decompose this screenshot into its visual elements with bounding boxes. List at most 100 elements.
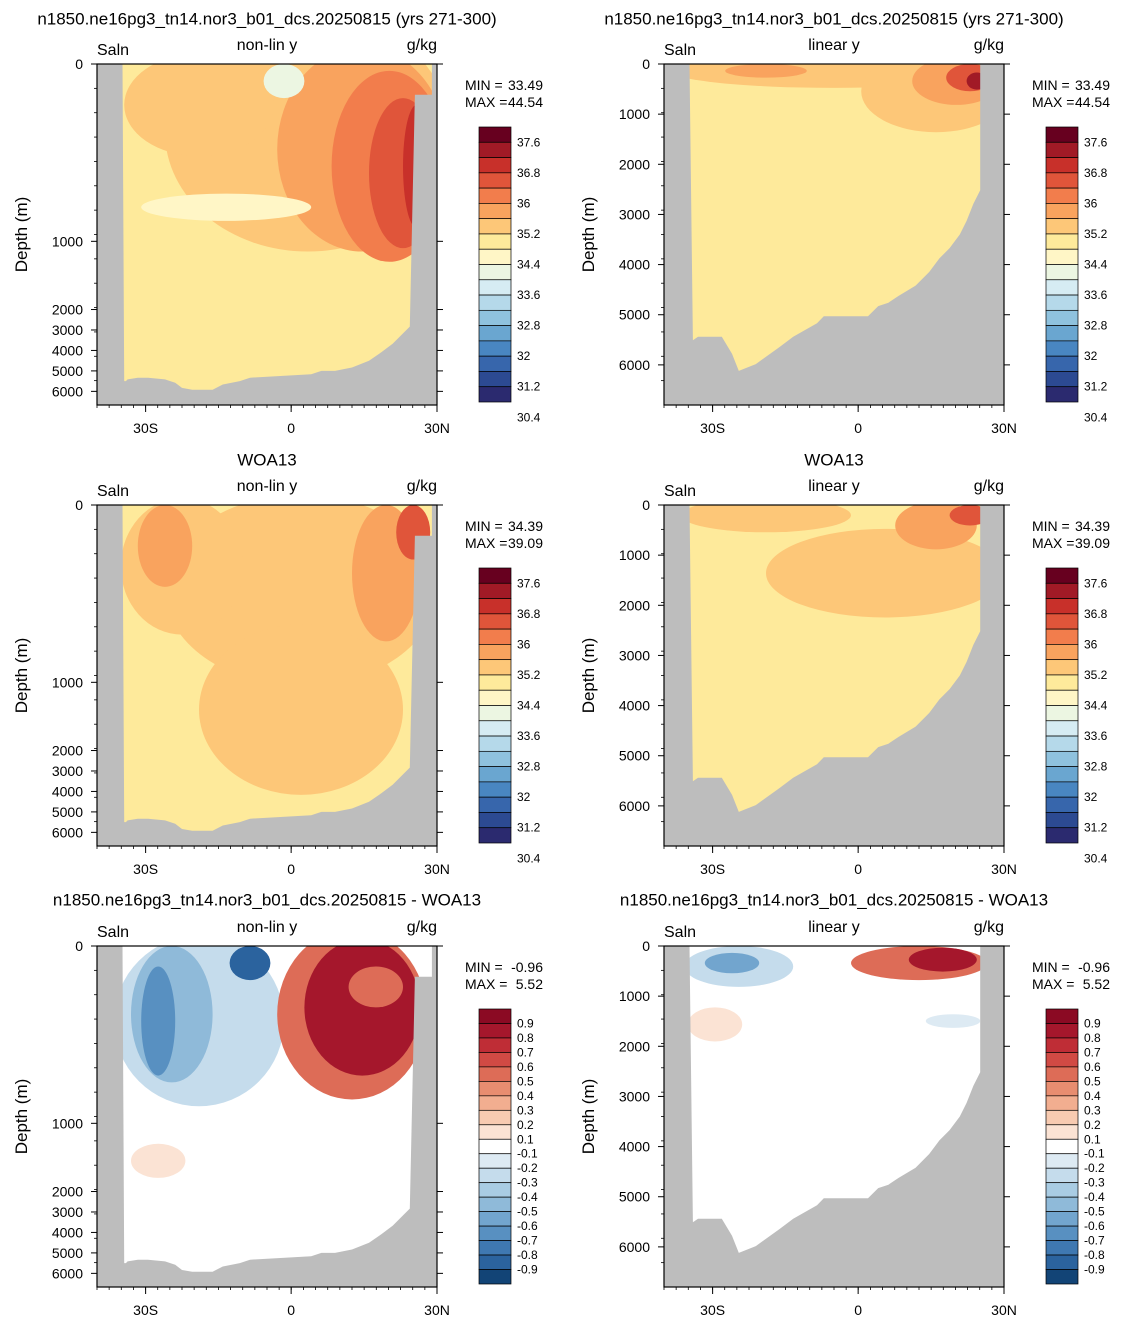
y-scale-label: linear y <box>808 478 860 495</box>
chart-title: n1850.ne16pg3_tn14.nor3_b01_dcs.20250815… <box>604 9 1063 28</box>
colorbar-swatch <box>1045 141 1079 158</box>
y-tick-label: 1000 <box>619 547 650 563</box>
colorbar-swatch <box>1045 218 1079 235</box>
colorbar-swatch <box>1045 1052 1079 1068</box>
colorbar-swatch <box>478 126 512 143</box>
max-value: 44.54 <box>1075 94 1110 110</box>
chart-title: n1850.ne16pg3_tn14.nor3_b01_dcs.20250815… <box>37 9 496 28</box>
colorbar-swatch <box>1045 766 1079 783</box>
y-tick-label: 3000 <box>619 1088 650 1104</box>
colorbar-swatch <box>478 386 512 403</box>
colorbar-swatch <box>1045 720 1079 737</box>
colorbar-label: -0.3 <box>517 1176 538 1190</box>
colorbar-swatch <box>478 720 512 737</box>
colorbar-label: 33.6 <box>1084 729 1108 743</box>
y-tick-label: 5000 <box>52 804 83 820</box>
max-value: 39.09 <box>508 535 543 551</box>
colorbar-swatch <box>1045 827 1079 844</box>
colorbar-swatch <box>1045 1081 1079 1097</box>
y-tick-label: 6000 <box>619 357 650 373</box>
land-mask <box>97 946 437 1287</box>
variable-label: Saln <box>97 924 129 941</box>
colorbar-label: 32 <box>1084 790 1098 804</box>
colorbar-swatch <box>478 1196 512 1212</box>
colorbar-label: 36.8 <box>517 607 541 621</box>
min-label: MIN = <box>465 77 503 93</box>
colorbar-label: 0.6 <box>517 1060 534 1074</box>
min-value: 34.39 <box>1075 518 1110 534</box>
colorbar-swatch <box>1045 279 1079 296</box>
units-label: g/kg <box>974 37 1004 54</box>
y-axis-label: Depth (m) <box>12 638 31 714</box>
colorbar-swatch <box>478 203 512 220</box>
y-tick-label: 4000 <box>52 342 83 358</box>
colorbar-label: 33.6 <box>1084 288 1108 302</box>
y-tick-label: 6000 <box>619 798 650 814</box>
colorbar-swatch <box>478 1225 512 1241</box>
y-tick-label: 6000 <box>52 1265 83 1281</box>
chart-panel: n1850.ne16pg3_tn14.nor3_b01_dcs.20250815… <box>579 9 1110 436</box>
colorbar-label: -0.1 <box>1084 1147 1105 1161</box>
colorbar-swatch <box>1045 1066 1079 1082</box>
y-tick-label: 5000 <box>619 1189 650 1205</box>
land-mask <box>97 64 437 405</box>
colorbar-swatch <box>1045 340 1079 357</box>
colorbar-label: 32.8 <box>1084 760 1108 774</box>
colorbar-label: 0.2 <box>517 1118 534 1132</box>
colorbar-swatch <box>478 1254 512 1270</box>
colorbar-swatch <box>1045 689 1079 706</box>
x-tick-label: 30S <box>700 420 725 436</box>
difference-region <box>229 946 271 981</box>
variable-label: Saln <box>97 42 129 59</box>
colorbar-label: 0.4 <box>517 1089 534 1103</box>
colorbar-swatch <box>1045 812 1079 829</box>
colorbar-swatch <box>1045 187 1079 204</box>
colorbar-label: 36.8 <box>1084 607 1108 621</box>
colorbar-label: -0.8 <box>1084 1248 1105 1262</box>
x-tick-label: 30S <box>133 420 158 436</box>
x-tick-label: 30N <box>991 1302 1017 1318</box>
colorbar-swatch <box>1045 309 1079 326</box>
max-label: MAX = <box>1032 976 1074 992</box>
colorbar-label: 36 <box>1084 196 1098 210</box>
y-tick-label: 3000 <box>619 647 650 663</box>
colorbar-swatch <box>478 172 512 189</box>
colorbar-label: 0.5 <box>1084 1074 1101 1088</box>
colorbar-swatch <box>1045 1138 1079 1155</box>
x-tick-label: 30N <box>991 420 1017 436</box>
colorbar-label: -0.2 <box>1084 1161 1105 1175</box>
colorbar-label: 37.6 <box>1084 576 1108 590</box>
salinity-region <box>141 193 312 221</box>
colorbar-label: 37.6 <box>1084 135 1108 149</box>
colorbar-swatch <box>1045 325 1079 342</box>
colorbar-swatch <box>1045 1023 1079 1039</box>
y-tick-label: 3000 <box>52 322 83 338</box>
colorbar-label: 0.4 <box>1084 1089 1101 1103</box>
colorbar-swatch <box>478 1008 512 1024</box>
colorbar-swatch <box>478 598 512 615</box>
y-axis-label: Depth (m) <box>12 1079 31 1155</box>
x-tick-label: 0 <box>854 861 862 877</box>
colorbar-label: 0.9 <box>517 1016 534 1030</box>
colorbar-swatch <box>1045 1196 1079 1212</box>
y-tick-label: 2000 <box>52 743 83 759</box>
chart-panel: WOA13 Saln non-lin y g/kg Depth (m) 0 1000 2000… <box>12 450 543 877</box>
colorbar-label: -0.7 <box>1084 1234 1105 1248</box>
max-label: MAX = <box>1032 535 1074 551</box>
y-scale-label: linear y <box>808 37 860 54</box>
chart-panel: n1850.ne16pg3_tn14.nor3_b01_dcs.20250815… <box>579 890 1110 1318</box>
x-tick-label: 0 <box>854 1302 862 1318</box>
y-tick-label: 5000 <box>619 307 650 323</box>
colorbar-label: 31.2 <box>1084 821 1108 835</box>
colorbar-label: 32.8 <box>1084 319 1108 333</box>
land-mask <box>664 505 1004 846</box>
colorbar-swatch <box>478 294 512 311</box>
colorbar-swatch <box>1045 750 1079 767</box>
colorbar-swatch <box>478 1037 512 1053</box>
colorbar-label: 34.4 <box>1084 699 1108 713</box>
colorbar-swatch <box>1045 628 1079 645</box>
colorbar-swatch <box>1045 248 1079 265</box>
variable-label: Saln <box>664 42 696 59</box>
y-axis-label: Depth (m) <box>579 1079 598 1155</box>
y-tick-label: 0 <box>642 56 650 72</box>
